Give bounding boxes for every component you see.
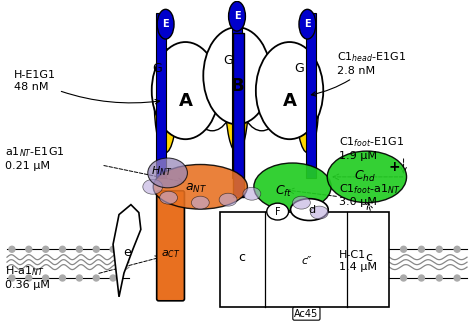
Ellipse shape <box>219 193 237 206</box>
Circle shape <box>401 246 407 252</box>
Text: G: G <box>152 62 162 75</box>
Bar <box>232 13 242 178</box>
Circle shape <box>9 275 15 281</box>
Ellipse shape <box>254 163 331 211</box>
Circle shape <box>454 275 460 281</box>
Text: G: G <box>223 54 233 67</box>
Circle shape <box>60 246 65 252</box>
Ellipse shape <box>160 191 177 204</box>
Text: H-E1G1
48 nM: H-E1G1 48 nM <box>14 70 160 104</box>
Circle shape <box>454 246 460 252</box>
Ellipse shape <box>291 199 328 220</box>
Circle shape <box>110 246 116 252</box>
Circle shape <box>26 246 32 252</box>
Ellipse shape <box>296 49 319 153</box>
Ellipse shape <box>191 196 209 209</box>
Text: E: E <box>234 11 240 21</box>
Text: d: d <box>309 205 316 215</box>
Circle shape <box>93 275 99 281</box>
Text: $C_{ft}$: $C_{ft}$ <box>275 184 292 199</box>
Text: H-C1
1.4 μM: H-C1 1.4 μM <box>339 250 377 272</box>
Ellipse shape <box>143 179 163 194</box>
Text: $a_{NT}$: $a_{NT}$ <box>185 182 208 195</box>
Circle shape <box>436 246 442 252</box>
Ellipse shape <box>154 49 177 153</box>
Circle shape <box>76 275 82 281</box>
Bar <box>233 33 244 197</box>
Circle shape <box>311 246 317 252</box>
Ellipse shape <box>292 196 310 209</box>
Text: Ac45: Ac45 <box>294 309 319 319</box>
Ellipse shape <box>157 9 174 39</box>
Ellipse shape <box>228 1 246 31</box>
Text: C1$_{foot}$-a1$_{NT}$
3.0 μM: C1$_{foot}$-a1$_{NT}$ 3.0 μM <box>339 182 401 207</box>
Circle shape <box>383 246 389 252</box>
Text: C1$_{foot}$-E1G1
1.9 μM: C1$_{foot}$-E1G1 1.9 μM <box>339 135 404 161</box>
Circle shape <box>26 275 32 281</box>
Circle shape <box>329 275 335 281</box>
Circle shape <box>401 275 407 281</box>
Circle shape <box>347 275 353 281</box>
Ellipse shape <box>299 9 316 39</box>
Circle shape <box>43 275 49 281</box>
Bar <box>155 13 165 178</box>
Circle shape <box>76 246 82 252</box>
Text: a1$_{NT}$-E1G1
0.21 μM: a1$_{NT}$-E1G1 0.21 μM <box>5 145 64 171</box>
Ellipse shape <box>226 49 248 153</box>
Text: F: F <box>275 207 281 216</box>
Ellipse shape <box>243 187 261 200</box>
Text: B: B <box>230 77 244 95</box>
Circle shape <box>347 246 353 252</box>
Polygon shape <box>113 205 141 297</box>
Text: $C_{hd}$: $C_{hd}$ <box>354 169 376 185</box>
Text: H-a1$_{NT}$
0.36 μM: H-a1$_{NT}$ 0.36 μM <box>5 264 50 290</box>
Circle shape <box>110 275 116 281</box>
Ellipse shape <box>152 42 219 139</box>
Circle shape <box>329 246 335 252</box>
Circle shape <box>93 246 99 252</box>
Circle shape <box>436 275 442 281</box>
Text: A: A <box>179 92 192 110</box>
Text: $a_{CT}$: $a_{CT}$ <box>161 248 180 260</box>
Text: c″: c″ <box>301 256 311 266</box>
Circle shape <box>419 275 424 281</box>
Text: $H_{NT}$: $H_{NT}$ <box>151 164 173 178</box>
Text: G: G <box>294 62 304 75</box>
Ellipse shape <box>153 165 247 209</box>
Text: c: c <box>238 251 246 264</box>
Circle shape <box>419 246 424 252</box>
Text: A: A <box>283 92 296 110</box>
Circle shape <box>43 246 49 252</box>
Ellipse shape <box>310 206 328 219</box>
Ellipse shape <box>148 158 187 188</box>
Text: E: E <box>304 19 311 29</box>
Ellipse shape <box>241 64 283 131</box>
Text: C1$_{head}$-E1G1
2.8 nM: C1$_{head}$-E1G1 2.8 nM <box>311 50 407 96</box>
Circle shape <box>365 275 371 281</box>
FancyBboxPatch shape <box>157 191 184 301</box>
Ellipse shape <box>203 27 271 124</box>
Ellipse shape <box>256 42 323 139</box>
Circle shape <box>9 246 15 252</box>
Text: e: e <box>123 246 131 259</box>
Text: +: + <box>389 160 401 174</box>
Text: E: E <box>162 19 169 29</box>
Ellipse shape <box>327 151 407 203</box>
Bar <box>220 212 389 307</box>
Bar <box>306 13 316 178</box>
Ellipse shape <box>267 203 289 220</box>
Text: c: c <box>365 251 373 264</box>
Circle shape <box>311 275 317 281</box>
Circle shape <box>383 275 389 281</box>
Circle shape <box>365 246 371 252</box>
Ellipse shape <box>191 64 233 131</box>
Circle shape <box>60 275 65 281</box>
